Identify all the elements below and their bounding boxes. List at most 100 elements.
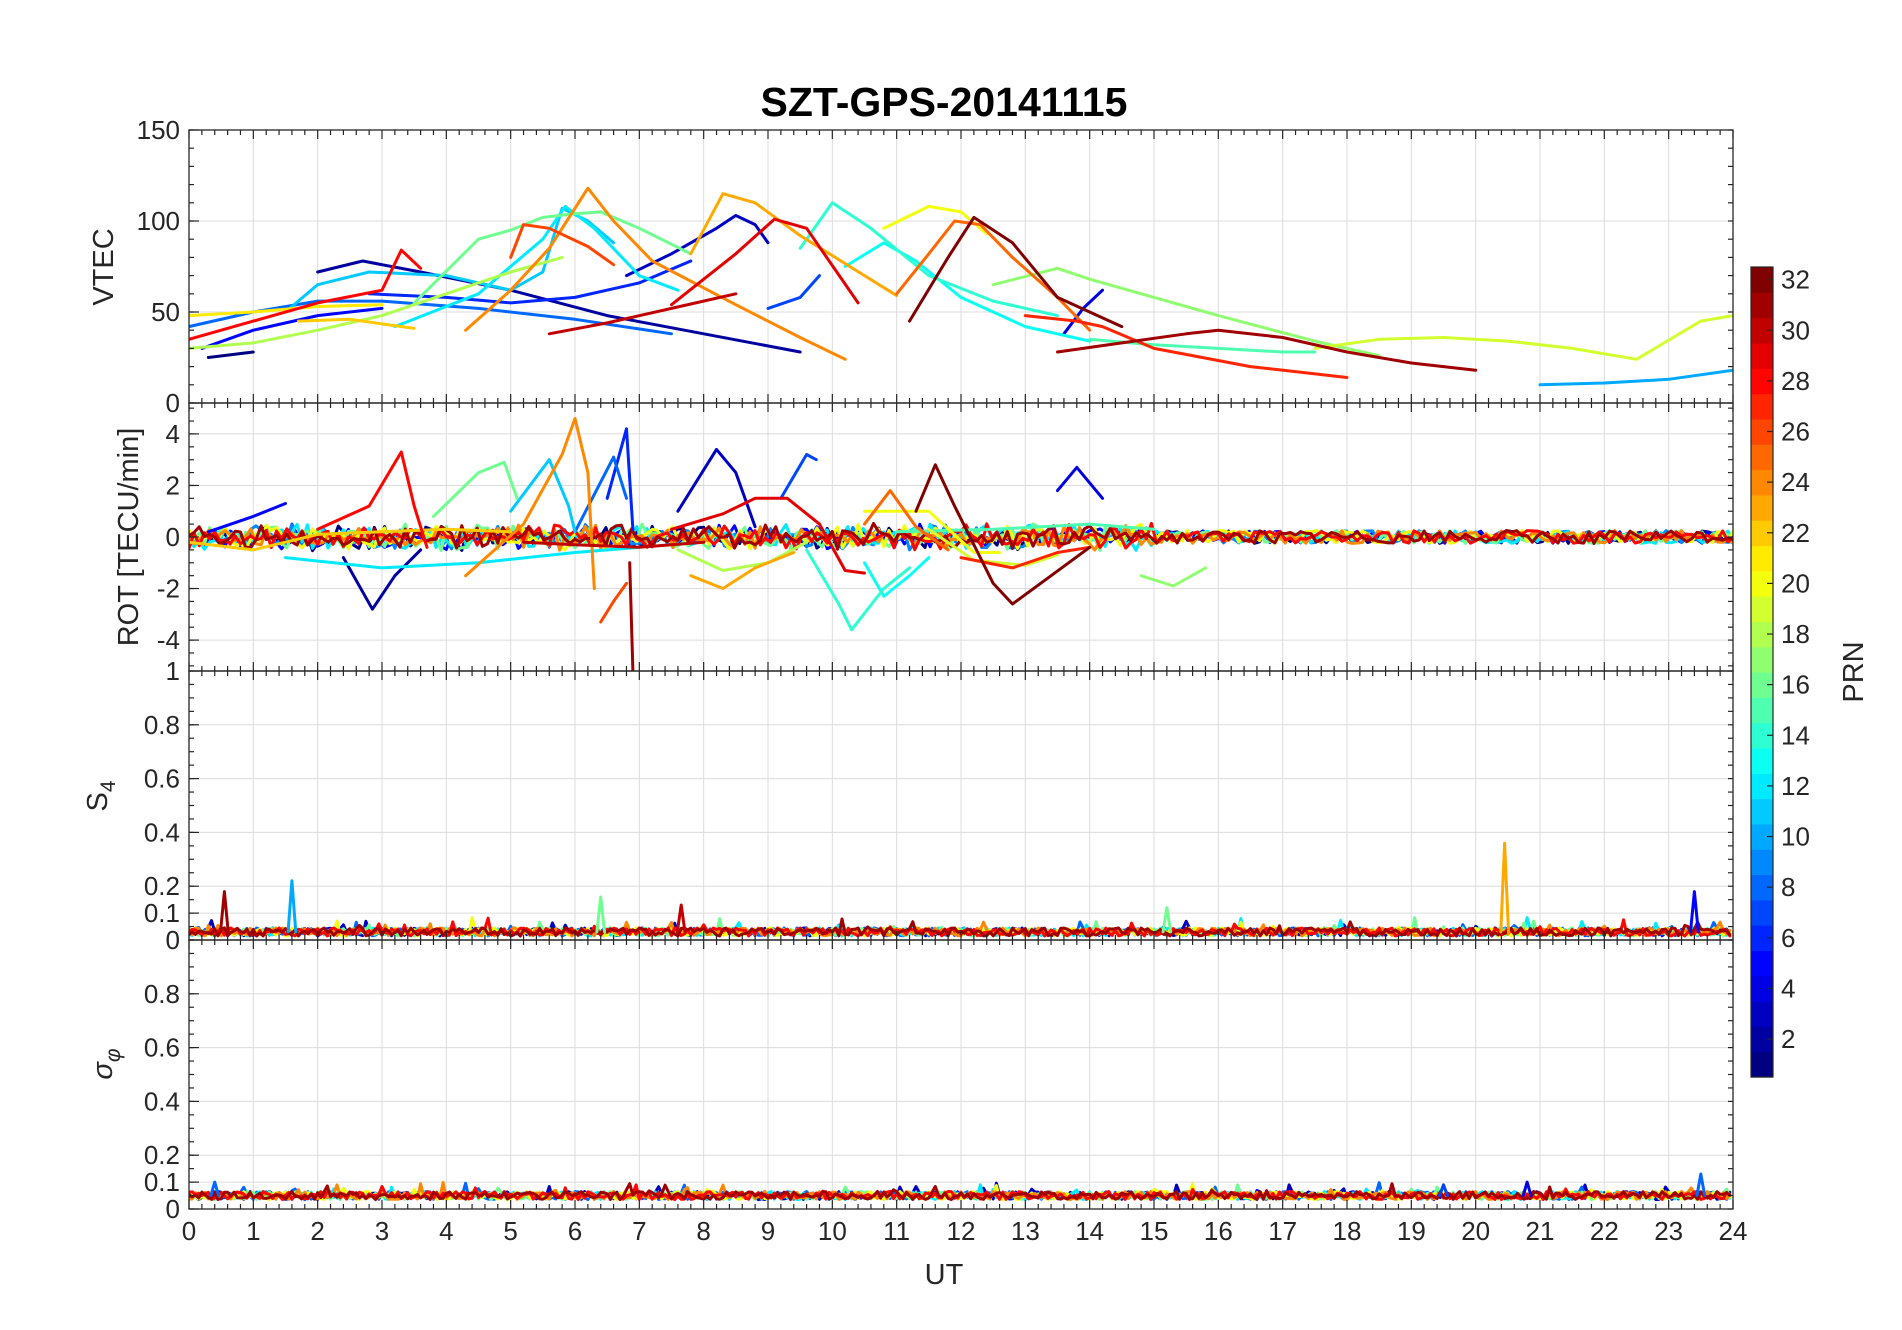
sigma_phi-noise-trace [189, 1182, 1732, 1202]
colorbar-swatch-prn-12 [1751, 773, 1773, 800]
colorbar-swatch-prn-2 [1751, 1026, 1773, 1053]
s4-spike-prn-10 [286, 879, 298, 934]
s4-y-tick-label: 0.6 [144, 764, 180, 794]
prn-31-rot-line [628, 561, 635, 671]
x-tick-label: 17 [1268, 1216, 1297, 1246]
prn-28-rot-line [316, 450, 429, 549]
colorbar-label: PRN [1838, 641, 1870, 702]
colorbar-swatch-prn-11 [1751, 798, 1773, 825]
colorbar-swatch-prn-17 [1751, 646, 1773, 673]
vtec-y-axis-label: VTEC [88, 228, 120, 305]
prn-19-rot-line [927, 527, 1059, 567]
prn-27-vtec-line [1023, 314, 1349, 379]
prn-24-rot-line [464, 417, 596, 590]
colorbar-swatch-prn-26 [1751, 418, 1773, 445]
x-tick-label: 8 [696, 1216, 710, 1246]
colorbar-tick-label: 8 [1781, 872, 1795, 902]
colorbar-tick-label: 26 [1781, 417, 1810, 447]
prn-30-rot-line [522, 540, 706, 549]
s4-spike-prn-23 [1499, 841, 1510, 934]
prn-32-vtec-line [908, 215, 1124, 329]
sigma_phi-y-axis-label: σφ [87, 1048, 125, 1080]
prn-17-rot-line [1139, 566, 1207, 588]
x-tick-label: 14 [1075, 1216, 1104, 1246]
prn-22-rot-line [189, 527, 513, 552]
prn-5-rot-line [206, 502, 287, 534]
colorbar-swatch-prn-13 [1751, 747, 1773, 774]
sigma_phi-y-tick-label: 0.8 [144, 979, 180, 1009]
prn-17-vtec-line [991, 266, 1381, 358]
prn-28-vtec-line [189, 248, 423, 341]
vtec-y-tick-label: 100 [137, 206, 180, 236]
prn-16-rot-line [432, 460, 519, 518]
colorbar-swatch-prn-28 [1751, 368, 1773, 395]
colorbar-swatch-prn-23 [1751, 494, 1773, 521]
x-tick-label: 10 [818, 1216, 847, 1246]
colorbar-swatch-prn-10 [1751, 823, 1773, 850]
rot-y-tick-label: -2 [157, 574, 180, 604]
prn-24-vtec-line [464, 186, 847, 361]
colorbar-swatch-prn-30 [1751, 317, 1773, 344]
colorbar-swatch-prn-7 [1751, 899, 1773, 926]
prn-22-vtec-line [296, 317, 416, 330]
colorbar-tick-label: 18 [1781, 619, 1810, 649]
colorbar-swatch-prn-22 [1751, 520, 1773, 547]
colorbar-tick-label: 20 [1781, 568, 1810, 598]
sigma_phi-spike-prn-8 [1695, 1172, 1707, 1197]
x-tick-label: 13 [1011, 1216, 1040, 1246]
prn-29-rot-line [670, 496, 866, 575]
prn-30-vtec-line [547, 292, 738, 336]
colorbar-tick-label: 16 [1781, 670, 1810, 700]
s4-y-tick-label: 0 [166, 925, 180, 955]
colorbar-swatch-prn-15 [1751, 697, 1773, 724]
x-tick-label: 2 [310, 1216, 324, 1246]
sigma_phi-spike-prn-8 [209, 1180, 221, 1197]
prn-19-vtec-line [1313, 314, 1733, 361]
prn-6-rot-line [605, 427, 635, 531]
x-axis-label: UT [925, 1259, 964, 1291]
data-layer [189, 186, 1733, 387]
colorbar-frame [1750, 266, 1774, 1078]
colorbar-tick-label: 22 [1781, 518, 1810, 548]
colorbar-swatch-prn-8 [1751, 874, 1773, 901]
panel-s4: 00.10.2 0.4 0.6 0.8 1 S4 [82, 656, 1734, 955]
panel-sigma_phi: 00.10.2 0.4 0.6 0.8 σφ [87, 939, 1734, 1224]
chart-title: SZT-GPS-20141115 [761, 79, 1128, 125]
s4-spike-prn-16 [595, 895, 607, 934]
x-tick-label: 4 [439, 1216, 453, 1246]
vtec-y-tick-label: 0 [166, 388, 180, 418]
s4-y-tick-label: 1 [166, 656, 180, 686]
prn-3-vtec-line [625, 214, 770, 278]
x-tick-label: 18 [1333, 1216, 1362, 1246]
colorbar-swatch-prn-19 [1751, 596, 1773, 622]
colorbar-swatch-prn-4 [1751, 975, 1773, 1002]
prn-18-rot-line [676, 540, 809, 572]
x-tick-label: 11 [883, 1216, 910, 1246]
colorbar-swatch-prn-14 [1751, 722, 1773, 749]
prn-15-rot-line [895, 522, 1156, 534]
prn-1-vtec-line [206, 350, 255, 359]
colorbar-tick-label: 2 [1781, 1024, 1795, 1054]
x-tick-label: 0 [182, 1216, 196, 1246]
colorbar-tick-label: 12 [1781, 771, 1810, 801]
colorbar-swatch-prn-3 [1751, 1001, 1773, 1027]
prn-2-rot-line [341, 548, 423, 611]
data-layer [189, 417, 1733, 671]
sigma_phi-spike-prn-7 [1438, 1183, 1449, 1197]
prn-20-rot-line [863, 509, 1002, 554]
prn-18-vtec-line [189, 255, 564, 350]
prn-13-rot-line [863, 556, 931, 598]
colorbar-tick-label: 30 [1781, 315, 1810, 345]
colorbar-tick-label: 14 [1781, 720, 1810, 750]
colorbar-swatch-prn-27 [1751, 393, 1773, 420]
panel-vtec: 0 50 100 150 VTEC [88, 115, 1734, 418]
colorbar-swatch-prn-18 [1751, 621, 1773, 648]
prn-32-rot-line [914, 463, 1092, 606]
prn-3-rot-line [676, 447, 757, 529]
s4-spike-prn-16 [1161, 906, 1173, 934]
prn-11-rot-line [509, 458, 577, 534]
data-layer [189, 841, 1732, 938]
